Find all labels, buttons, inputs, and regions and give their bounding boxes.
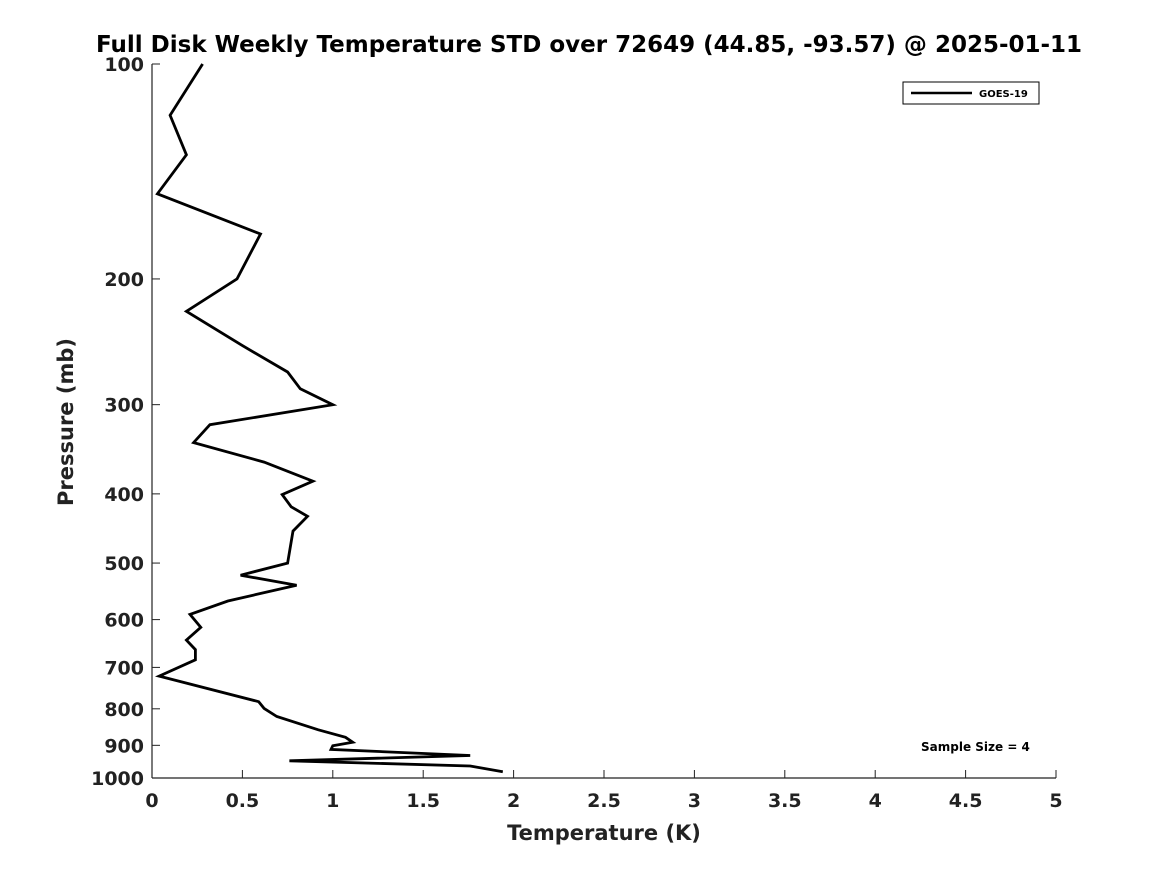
x-tick-label: 3.5: [768, 790, 802, 812]
x-tick-label: 0: [145, 790, 158, 812]
y-tick-label: 700: [104, 657, 144, 679]
x-tick-label: 1: [326, 790, 339, 812]
x-tick-label: 0.5: [226, 790, 260, 812]
x-tick-label: 4.5: [949, 790, 983, 812]
x-tick-label: 1.5: [406, 790, 440, 812]
y-tick-label: 500: [104, 553, 144, 575]
y-tick-label: 100: [104, 54, 144, 76]
y-axis-ticks: 100 200 300 400 500 600 700 800 900 1000: [91, 54, 160, 790]
x-tick-label: 3: [688, 790, 701, 812]
chart-title: Full Disk Weekly Temperature STD over 72…: [96, 32, 1082, 58]
sample-size-annotation: Sample Size = 4: [921, 740, 1030, 754]
y-tick-label: 800: [104, 699, 144, 721]
x-tick-label: 2.5: [587, 790, 621, 812]
x-axis-ticks: 0 0.5 1 1.5 2 2.5 3 3.5 4 4.5 5: [145, 770, 1063, 812]
x-tick-label: 5: [1049, 790, 1062, 812]
y-tick-label: 1000: [91, 768, 144, 790]
series-layer: [154, 63, 504, 774]
y-tick-label: 400: [104, 484, 144, 506]
series-line-goes-19: [154, 63, 504, 774]
y-axis-label: Pressure (mb): [54, 338, 78, 506]
y-tick-label: 300: [104, 395, 144, 417]
x-tick-label: 2: [507, 790, 520, 812]
x-tick-label: 4: [869, 790, 882, 812]
x-axis-label: Temperature (K): [507, 821, 701, 845]
y-tick-label: 200: [104, 269, 144, 291]
y-tick-label: 600: [104, 610, 144, 632]
y-tick-label: 900: [104, 735, 144, 757]
legend: GOES-19: [902, 81, 1040, 105]
legend-label-goes-19: GOES-19: [979, 89, 1028, 100]
